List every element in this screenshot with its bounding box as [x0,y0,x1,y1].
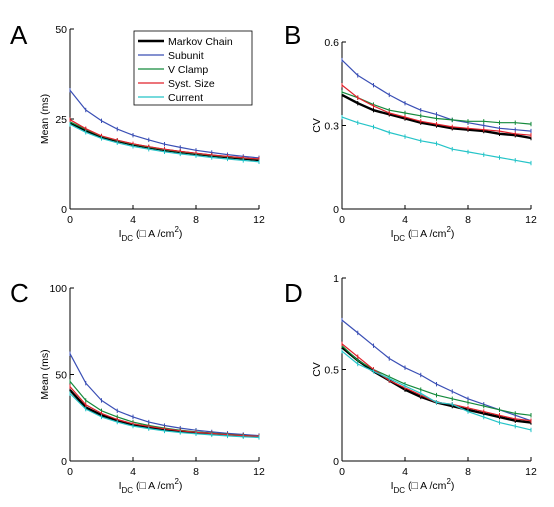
y-tick-label: 0.3 [324,121,339,133]
legend-label: Syst. Size [168,78,215,90]
y-tick-label: 100 [49,283,67,295]
series-current [341,349,532,433]
x-axis-label-sup: 2 [174,225,179,234]
x-axis-label-main: I [391,480,394,492]
y-tick-label: 1 [333,273,339,285]
x-tick-label: 0 [339,214,345,226]
y-tick-label: 0.5 [324,365,339,377]
y-tick-label: 0.6 [324,37,339,49]
x-axis-label-sub: DC [394,234,406,243]
series-current [69,122,260,165]
x-axis-label-close: ) [451,228,455,240]
x-tick-label: 4 [402,214,408,226]
x-axis-label-sub: DC [122,234,134,243]
x-axis-label-close: ) [179,228,183,240]
x-axis-label-main: I [119,480,122,492]
y-tick-label: 50 [55,370,67,382]
x-axis-label: IDC (□ A /cm2) [119,477,183,495]
x-tick-label: 0 [67,214,73,226]
y-tick-label: 0 [61,456,67,468]
y-tick-label: 0 [333,456,339,468]
y-tick-label: 50 [55,24,67,36]
x-tick-label: 0 [339,466,345,478]
x-tick-label: 12 [525,214,537,226]
x-axis-label-unit: (□ A /cm [133,228,175,240]
x-axis-label-close: ) [179,480,183,492]
y-tick-label: 0 [333,204,339,216]
x-tick-label: 8 [193,214,199,226]
x-axis-label-sup: 2 [174,477,179,486]
series-syst-size [341,82,532,138]
x-tick-label: 12 [525,466,537,478]
x-axis-label-close: ) [451,480,455,492]
panel-A: A 0 4 8 12 0 25 50 Mean (ms) IDC (□ A /cm2) Markov… [10,20,265,243]
x-axis-label-sup: 2 [446,477,451,486]
y-axis-label: CV [311,118,323,133]
x-axis-label-unit: (□ A /cm [405,228,447,240]
series-current [341,114,532,166]
panel-D: D 0 4 8 12 0 0.5 1 CV IDC (□ A /cm2) [284,273,537,495]
panel-B: B 0 4 8 12 0 0.3 0.6 CV IDC (□ A /cm2) [284,20,537,243]
x-tick-label: 4 [130,214,136,226]
panel-letter-C: C [10,278,29,308]
legend-box [133,30,253,106]
panel-C: C 0 4 8 12 0 50 100 Mean (ms) IDC (□ A /cm2) [10,278,265,495]
panel-letter-B: B [284,20,301,50]
y-tick-label: 25 [55,114,67,126]
x-axis-label-unit: (□ A /cm [133,480,175,492]
y-axis-label: Mean (ms) [39,349,51,399]
series-v-clamp [341,343,532,418]
x-tick-label: 8 [465,214,471,226]
x-axis-label-main: I [119,228,122,240]
series-line [341,345,532,416]
y-axis-label: CV [311,362,323,377]
legend: Markov Chain Subunit V Clamp Syst. Size Curr… [133,30,253,106]
x-axis-label-unit: (□ A /cm [405,480,447,492]
x-axis-label: IDC (□ A /cm2) [391,225,455,243]
legend-label: Markov Chain [168,36,233,48]
y-tick-label: 0 [61,204,67,216]
x-axis-label-sub: DC [122,486,134,495]
x-axis-label: IDC (□ A /cm2) [119,225,183,243]
y-axis-label: Mean (ms) [39,94,51,144]
series-subunit [69,351,260,438]
series-current [69,391,260,440]
series-line [69,353,260,437]
x-tick-label: 12 [253,466,265,478]
panel-letter-D: D [284,278,303,308]
x-axis-label-sub: DC [394,486,406,495]
series-markov-chain [69,120,260,163]
x-tick-label: 8 [193,466,199,478]
panel-letter-A: A [10,20,28,50]
x-axis-label: IDC (□ A /cm2) [391,477,455,495]
x-tick-label: 4 [402,466,408,478]
legend-label: Current [168,92,203,104]
x-tick-label: 8 [465,466,471,478]
legend-label: V Clamp [168,64,208,76]
x-axis-label-sup: 2 [446,225,451,234]
x-tick-label: 4 [130,466,136,478]
x-tick-label: 0 [67,466,73,478]
x-tick-label: 12 [253,214,265,226]
series-subunit [341,57,532,134]
legend-label: Subunit [168,50,204,62]
x-axis-label-main: I [391,228,394,240]
